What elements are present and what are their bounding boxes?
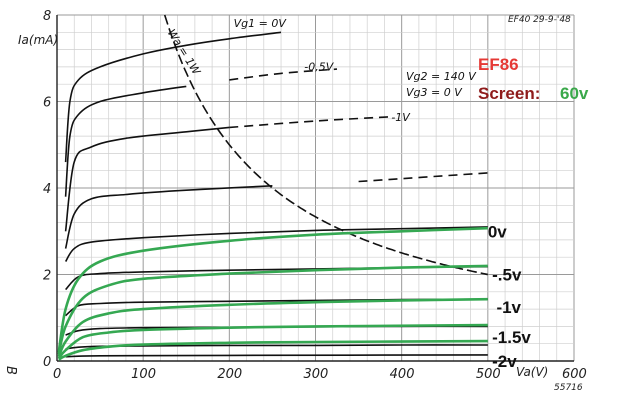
power-hyperbola (163, 14, 488, 276)
black-curve-8 (65, 344, 488, 350)
black-curve-label-2: -1V (391, 111, 411, 124)
y-tick-label: 6 (43, 96, 51, 111)
green-curves (57, 226, 488, 361)
green-curve-label-2: -1v (496, 298, 521, 317)
x-tick-label: 200 (217, 367, 242, 382)
black-curve-label-1: -0,5V (304, 60, 334, 73)
param-vg2: Vg2 = 140 V (406, 70, 477, 83)
black-curve-dashed-2 (229, 115, 394, 129)
x-tick-label: 500 (476, 367, 501, 382)
tick-labels: 0 100 200 300 400 500 600 0 2 4 6 8 (43, 9, 587, 382)
header-code: EF40 29-9-'48 (508, 15, 571, 25)
y-tick-label: 0 (43, 355, 51, 370)
black-curve-9 (65, 354, 488, 358)
x-tick-label: 300 (304, 367, 329, 382)
screen-value: 60v (560, 84, 589, 103)
screen-label: Screen: (478, 84, 540, 103)
param-vg3: Vg3 = 0 V (406, 86, 463, 99)
y-axis-label: Ia(mA) (18, 33, 58, 47)
green-curve-label-1: -.5v (492, 266, 522, 285)
x-axis-label: Va(V) (516, 365, 548, 379)
tube-label: EF86 (478, 55, 519, 74)
green-curve-label-3: -1.5v (492, 328, 531, 347)
bottom-left-mark: B (3, 366, 18, 375)
corner-code: 55716 (554, 383, 583, 393)
green-curve-0 (57, 226, 488, 353)
green-curve-3 (57, 323, 488, 360)
curve-labels: Vg1 = 0V -0,5V -1V 0v -.5v -1v -1.5v -2v (234, 17, 532, 371)
y-tick-label: 2 (43, 269, 51, 284)
axes (56, 15, 574, 362)
y-tick-label: 8 (43, 9, 51, 24)
black-curve-dashed-3 (358, 172, 488, 183)
black-curve-3 (64, 185, 273, 249)
y-tick-label: 4 (43, 182, 51, 197)
green-curve-1 (57, 264, 488, 355)
black-curve-4 (64, 226, 488, 262)
x-tick-label: 600 (562, 367, 587, 382)
green-curve-label-0: 0v (488, 222, 507, 241)
black-curve-dashed-1 (229, 68, 338, 81)
x-tick-label: 100 (131, 367, 156, 382)
green-curve-4 (58, 339, 488, 361)
black-curve-label-0: Vg1 = 0V (234, 17, 288, 30)
black-curve-1 (64, 85, 187, 197)
black-curve-2 (64, 126, 230, 232)
x-tick-label: 0 (53, 367, 61, 382)
green-curve-2 (57, 297, 488, 358)
green-curve-label-4: -2v (492, 352, 517, 371)
black-curve-0 (64, 31, 282, 163)
x-tick-label: 400 (390, 367, 415, 382)
